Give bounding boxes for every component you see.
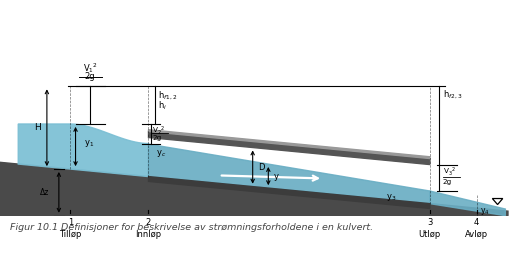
- Text: V$_2$$^2$: V$_2$$^2$: [152, 125, 165, 137]
- Text: h$_{f1,2}$: h$_{f1,2}$: [158, 90, 178, 102]
- Text: 3: 3: [427, 218, 432, 227]
- Text: h$_{f 2,3}$: h$_{f 2,3}$: [443, 89, 462, 101]
- Polygon shape: [148, 176, 430, 209]
- Text: D: D: [258, 163, 264, 171]
- Polygon shape: [0, 162, 508, 216]
- Text: H: H: [34, 123, 41, 132]
- Text: y$_4$: y$_4$: [480, 206, 490, 217]
- Text: Figur 10.1 Definisjoner for beskrivelse av strømningsforholdene i en kulvert.: Figur 10.1 Definisjoner for beskrivelse …: [10, 223, 374, 232]
- Text: Innløp: Innløp: [135, 230, 162, 239]
- Text: V$_1$$^2$: V$_1$$^2$: [83, 61, 97, 75]
- Polygon shape: [148, 130, 430, 159]
- Text: Δz: Δz: [40, 188, 49, 197]
- Text: y$_1$: y$_1$: [84, 138, 94, 149]
- Polygon shape: [430, 191, 505, 216]
- Text: 2: 2: [146, 218, 151, 227]
- Text: y: y: [274, 171, 279, 181]
- Text: 2g: 2g: [443, 179, 452, 185]
- Text: 4: 4: [474, 218, 479, 227]
- Polygon shape: [148, 132, 430, 165]
- Text: Tilløp: Tilløp: [59, 230, 81, 239]
- Text: 2g: 2g: [152, 135, 162, 141]
- Text: y$_3$: y$_3$: [386, 192, 396, 203]
- Text: 1: 1: [68, 218, 73, 227]
- Text: y$_c$: y$_c$: [156, 148, 166, 159]
- Text: Avløp: Avløp: [465, 230, 488, 239]
- Text: h$_i$: h$_i$: [158, 99, 167, 112]
- Text: 2g: 2g: [85, 72, 95, 81]
- Polygon shape: [18, 124, 148, 176]
- Text: Utløp: Utløp: [419, 230, 441, 239]
- Polygon shape: [148, 144, 430, 204]
- Text: V$_3$$^2$: V$_3$$^2$: [443, 165, 456, 178]
